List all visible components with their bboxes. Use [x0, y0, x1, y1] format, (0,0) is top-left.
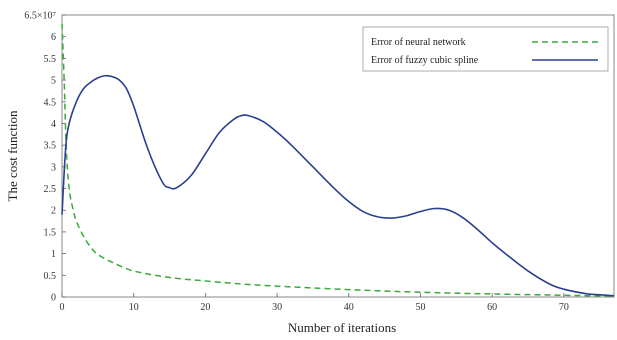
y-tick-label: 0.5	[44, 271, 57, 282]
y-tick-label: 4	[51, 119, 56, 130]
x-tick-label: 10	[129, 302, 139, 313]
x-tick-label: 50	[415, 302, 425, 313]
y-tick-label: 0	[51, 293, 56, 304]
x-axis-title: Number of iterations	[288, 320, 396, 335]
legend-label-fuzzy-cubic-spline: Error of fuzzy cubic spline	[371, 55, 479, 66]
x-axis-ticks: 0 10 20 30 40 50 60 70	[60, 293, 569, 313]
series-layer	[61, 23, 615, 297]
y-axis-ticks: 0 0.5 1 1.5 2 2.5 3 3.5 4 4.5 5 5.5 6 6.5×10⁷	[24, 11, 66, 304]
legend: Error of neural network Error of fuzzy c…	[362, 26, 609, 72]
y-axis-title: The cost function	[5, 110, 20, 201]
legend-label-neural-network: Error of neural network	[371, 37, 466, 48]
plot-border	[61, 14, 615, 298]
x-tick-label: 20	[200, 302, 210, 313]
legend-box	[362, 26, 609, 72]
plot-frame	[61, 14, 615, 298]
x-tick-label: 70	[559, 302, 569, 313]
y-tick-label: 4.5	[44, 97, 57, 108]
y-tick-label: 1.5	[44, 227, 57, 238]
y-tick-label: 6	[51, 32, 56, 43]
y-tick-label: 2	[51, 206, 56, 217]
x-tick-label: 60	[487, 302, 497, 313]
x-tick-label: 0	[60, 302, 65, 313]
y-tick-label: 6.5×10⁷	[24, 11, 56, 22]
y-tick-label: 5.5	[44, 54, 57, 65]
y-tick-label: 2.5	[44, 184, 57, 195]
y-tick-label: 3	[51, 162, 56, 173]
y-tick-label: 3.5	[44, 141, 57, 152]
x-tick-label: 30	[272, 302, 282, 313]
x-tick-label: 40	[344, 302, 354, 313]
y-tick-label: 1	[51, 249, 56, 260]
series-line-neural-network	[61, 23, 615, 297]
series-line-fuzzy-cubic-spline	[61, 74, 615, 297]
y-tick-label: 5	[51, 76, 56, 87]
